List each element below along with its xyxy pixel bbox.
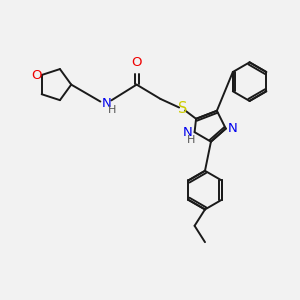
Text: O: O [131,56,142,69]
Text: S: S [178,101,188,116]
Text: O: O [31,68,42,82]
Text: N: N [102,98,112,110]
Text: H: H [108,106,116,116]
Text: H: H [187,135,195,145]
Text: N: N [183,126,193,139]
Text: N: N [227,122,237,135]
